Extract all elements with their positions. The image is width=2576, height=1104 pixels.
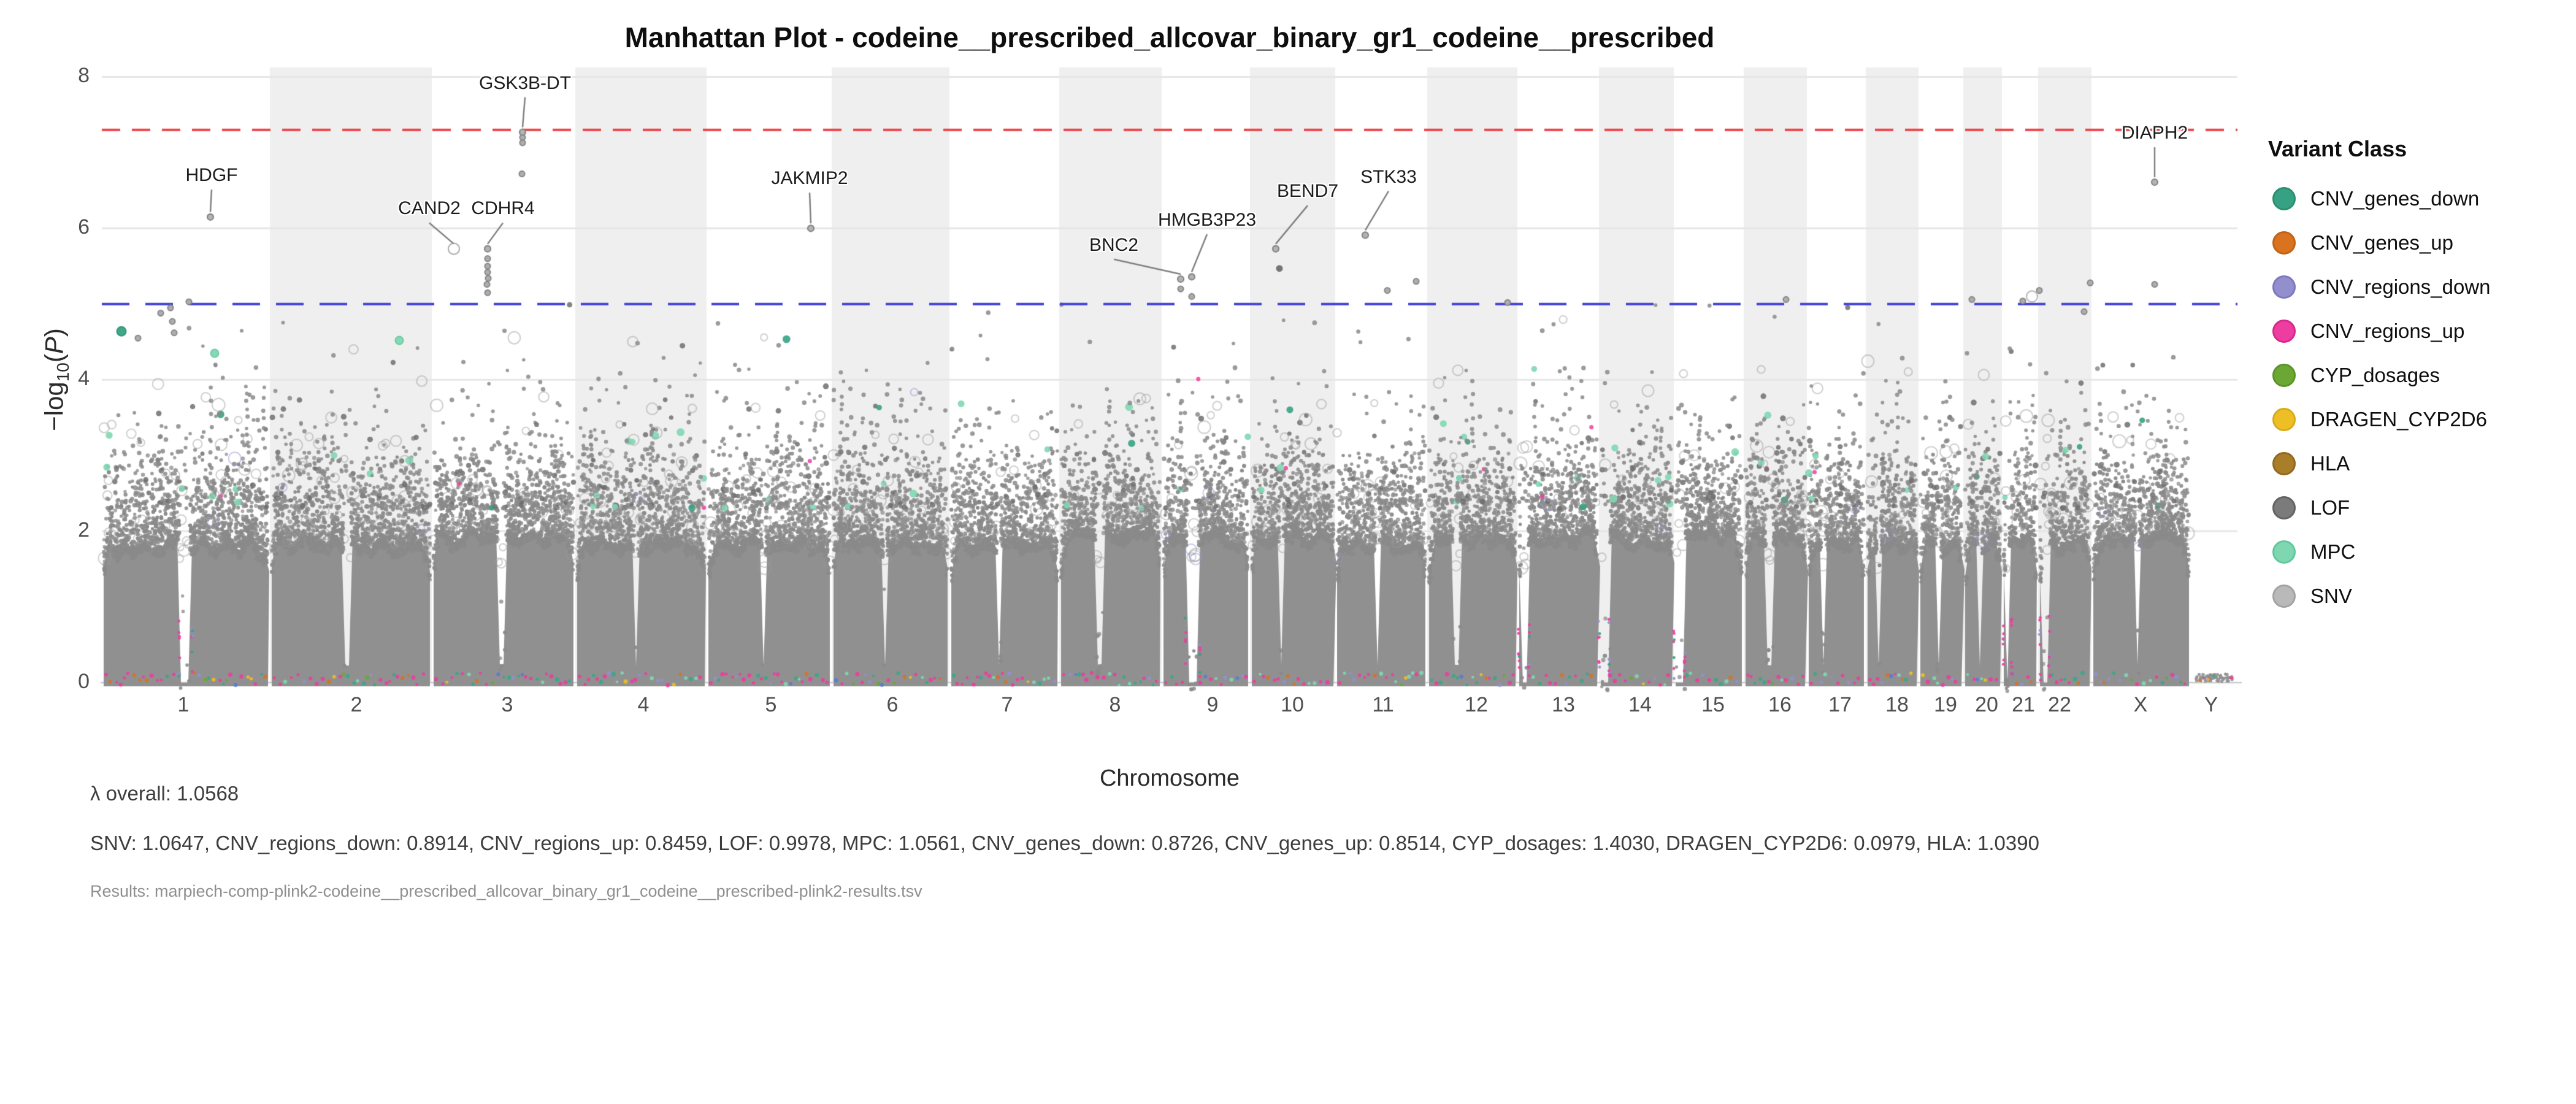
annotation-label-BEND7: BEND7 xyxy=(1276,181,1339,202)
legend-item-CNV_genes_down: CNV_genes_down xyxy=(2268,177,2491,221)
x-tick-label-chr4: 4 xyxy=(637,693,650,716)
x-tick-label-chr11: 11 xyxy=(1372,693,1394,716)
legend-swatch-CYP_dosages xyxy=(2272,364,2296,387)
annotation-label-BNC2: BNC2 xyxy=(1089,234,1139,255)
x-tick-label-chr2: 2 xyxy=(350,693,362,716)
x-tick-label-chr14: 14 xyxy=(1628,693,1652,716)
x-tick-label-chr16: 16 xyxy=(1768,693,1792,716)
legend-item-CNV_genes_up: CNV_genes_up xyxy=(2268,221,2491,265)
legend-label-CYP_dosages: CYP_dosages xyxy=(2310,364,2440,386)
x-tick-label-chr19: 19 xyxy=(1934,693,1957,716)
x-tick-label-chrX: X xyxy=(2133,693,2148,716)
x-tick-label-chr21: 21 xyxy=(2012,693,2035,716)
x-tick-label-chr1: 1 xyxy=(177,693,190,716)
lambda-overall-text: λ overall: 1.0568 xyxy=(90,782,239,805)
legend-label-CNV_regions_down: CNV_regions_down xyxy=(2310,275,2491,298)
legend-swatch-CNV_genes_down xyxy=(2272,187,2296,210)
annotation-label-JAKMIP2: JAKMIP2 xyxy=(771,168,848,189)
results-file-text: Results: marpiech-comp-plink2-codeine__p… xyxy=(90,882,922,900)
legend-item-CYP_dosages: CYP_dosages xyxy=(2268,353,2491,397)
y-tick-label-8: 8 xyxy=(78,64,90,88)
legend-items: CNV_genes_down CNV_genes_up CNV_regions_do… xyxy=(2268,177,2491,618)
x-tick-label-chr17: 17 xyxy=(1828,693,1852,716)
y-tick-label-6: 6 xyxy=(78,215,90,239)
chart-title: Manhattan Plot - codeine__prescribed_all… xyxy=(624,21,1715,53)
legend-swatch-DRAGEN_CYP2D6 xyxy=(2272,408,2296,431)
legend-label-CNV_regions_up: CNV_regions_up xyxy=(2310,320,2465,342)
legend-swatch-LOF xyxy=(2272,496,2296,519)
x-tick-label-chrY: Y xyxy=(2204,693,2218,716)
legend-swatch-CNV_regions_up xyxy=(2272,320,2296,343)
legend-swatch-CNV_genes_up xyxy=(2272,231,2296,255)
y-axis-title-variable: P xyxy=(39,337,69,355)
legend-label-SNV: SNV xyxy=(2310,585,2352,607)
legend-item-CNV_regions_up: CNV_regions_up xyxy=(2268,309,2491,353)
x-tick-label-chr15: 15 xyxy=(1701,693,1725,716)
legend-item-DRAGEN_CYP2D6: DRAGEN_CYP2D6 xyxy=(2268,397,2491,442)
x-tick-label-chr7: 7 xyxy=(1001,693,1013,716)
annotation-label-CAND2: CAND2 xyxy=(398,198,461,219)
legend-item-LOF: LOF xyxy=(2268,486,2491,530)
x-tick-label-chr13: 13 xyxy=(1552,693,1575,716)
variant-class-legend: Variant Class CNV_genes_down CNV_genes_up… xyxy=(2268,136,2491,618)
x-tick-label-chr9: 9 xyxy=(1206,693,1219,716)
annotation-label-HDGF: HDGF xyxy=(185,165,238,186)
legend-label-CNV_genes_up: CNV_genes_up xyxy=(2310,231,2453,254)
x-axis-title: Chromosome xyxy=(1099,765,1240,791)
y-axis-title-close-paren: ) xyxy=(39,328,69,337)
x-tick-label-chr6: 6 xyxy=(886,693,899,716)
x-tick-label-chr18: 18 xyxy=(1885,693,1909,716)
legend-swatch-MPC xyxy=(2272,540,2296,564)
annotation-label-GSK3B-DT: GSK3B-DT xyxy=(478,72,572,93)
annotation-label-DIAPH2: DIAPH2 xyxy=(2121,123,2188,144)
legend-swatch-SNV xyxy=(2272,585,2296,608)
legend-title: Variant Class xyxy=(2268,136,2407,161)
annotation-label-CDHR4: CDHR4 xyxy=(471,198,535,219)
y-tick-label-2: 2 xyxy=(78,518,90,542)
legend-item-SNV: SNV xyxy=(2268,574,2491,618)
legend-item-MPC: MPC xyxy=(2268,530,2491,574)
legend-item-CNV_regions_down: CNV_regions_down xyxy=(2268,265,2491,309)
y-tick-label-0: 0 xyxy=(78,670,90,693)
legend-swatch-HLA xyxy=(2272,452,2296,475)
legend-label-HLA: HLA xyxy=(2310,452,2350,475)
x-tick-label-chr10: 10 xyxy=(1281,693,1304,716)
x-tick-label-chr5: 5 xyxy=(765,693,777,716)
x-tick-label-chr12: 12 xyxy=(1465,693,1488,716)
legend-label-MPC: MPC xyxy=(2310,540,2356,563)
legend-label-LOF: LOF xyxy=(2310,496,2350,519)
legend-swatch-CNV_regions_down xyxy=(2272,275,2296,299)
annotation-label-STK33: STK33 xyxy=(1360,166,1417,187)
annotation-label-HMGB3P23: HMGB3P23 xyxy=(1157,210,1257,230)
legend-label-CNV_genes_down: CNV_genes_down xyxy=(2310,187,2480,210)
y-axis-title-open-paren: ( xyxy=(39,354,69,363)
legend-item-HLA: HLA xyxy=(2268,442,2491,486)
x-tick-label-chr3: 3 xyxy=(501,693,513,716)
x-tick-label-chr22: 22 xyxy=(2048,693,2071,716)
lambda-by-class-text: SNV: 1.0647, CNV_regions_down: 0.8914, C… xyxy=(90,832,2039,854)
legend-label-DRAGEN_CYP2D6: DRAGEN_CYP2D6 xyxy=(2310,408,2487,431)
x-tick-label-chr20: 20 xyxy=(1975,693,1998,716)
x-tick-label-chr8: 8 xyxy=(1109,693,1121,716)
y-tick-label-4: 4 xyxy=(78,367,90,391)
